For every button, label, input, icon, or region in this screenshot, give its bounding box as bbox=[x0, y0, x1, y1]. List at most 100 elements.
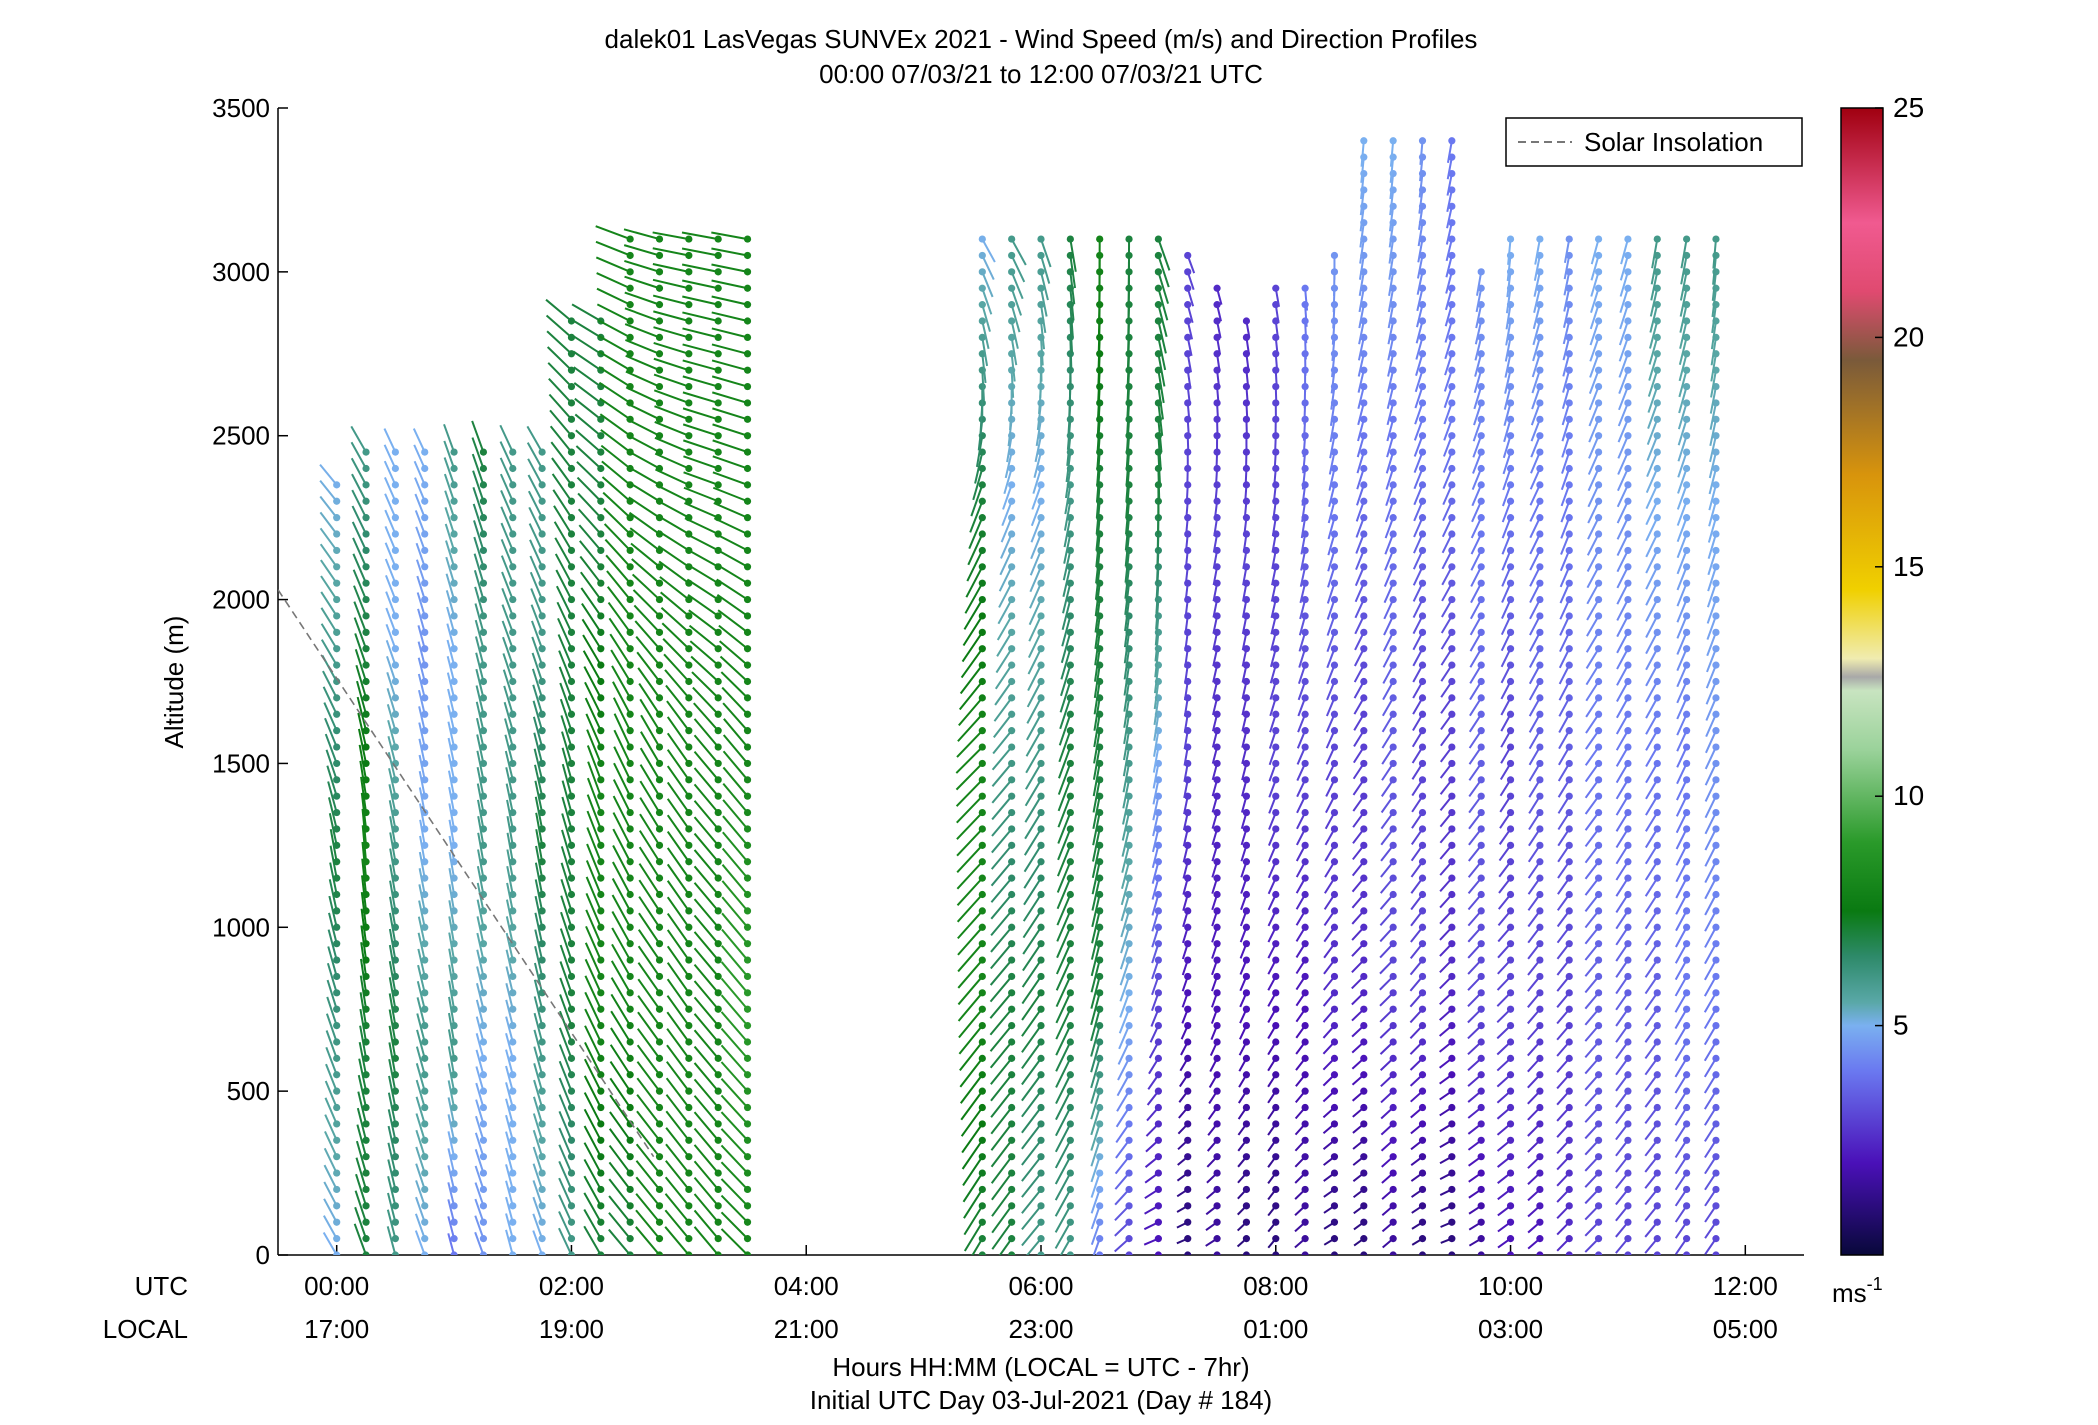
wind-barb-point bbox=[1653, 1005, 1661, 1013]
wind-barb-shaft bbox=[666, 1028, 690, 1059]
wind-barb-shaft bbox=[1616, 549, 1629, 573]
wind-barb-shaft bbox=[1644, 844, 1659, 865]
wind-barb-shaft bbox=[961, 1139, 984, 1170]
wind-barb-shaft bbox=[1676, 746, 1688, 768]
wind-barb-point bbox=[567, 1202, 576, 1210]
wind-barb-shaft bbox=[351, 505, 367, 535]
wind-barb-point bbox=[1506, 1005, 1515, 1013]
wind-barb-shaft bbox=[505, 899, 514, 928]
wind-barb-shaft bbox=[1026, 1237, 1042, 1255]
wind-barb-shaft bbox=[1054, 1139, 1072, 1169]
wind-barb-point bbox=[1389, 612, 1397, 620]
wind-barb-point bbox=[714, 874, 722, 882]
wind-barb-shaft bbox=[1021, 1205, 1042, 1231]
wind-barb-point bbox=[1125, 1103, 1133, 1112]
wind-barb-shaft bbox=[991, 1221, 1013, 1250]
wind-barb-point bbox=[391, 661, 399, 669]
wind-barb-point bbox=[1712, 710, 1720, 718]
wind-barb-shaft bbox=[990, 1057, 1013, 1085]
wind-barb-shaft bbox=[969, 500, 984, 533]
wind-barb-point bbox=[1213, 940, 1221, 948]
wind-barb-shaft bbox=[612, 861, 632, 895]
wind-barb-shaft bbox=[319, 479, 338, 502]
wind-barb-point bbox=[421, 645, 429, 653]
wind-barb-point bbox=[1653, 956, 1661, 964]
wind-barb-shaft bbox=[682, 423, 719, 437]
wind-barb-shaft bbox=[693, 980, 719, 1010]
wind-barb-point bbox=[597, 432, 605, 440]
wind-barb-point bbox=[1037, 727, 1045, 735]
wind-barb-point bbox=[978, 301, 986, 309]
wind-barb-point bbox=[1653, 464, 1661, 473]
wind-barb-point bbox=[714, 841, 722, 849]
wind-barb-shaft bbox=[1153, 664, 1160, 694]
wind-barb-point bbox=[1653, 989, 1661, 997]
wind-barb-point bbox=[1448, 956, 1456, 964]
wind-barb-point bbox=[743, 1218, 752, 1226]
wind-barb-point bbox=[479, 612, 488, 620]
wind-barb-shaft bbox=[384, 542, 397, 568]
wind-barb-point bbox=[1477, 645, 1485, 653]
wind-barb-point bbox=[1389, 1235, 1397, 1243]
wind-barb-point bbox=[1683, 366, 1691, 374]
wind-barb-point bbox=[1154, 940, 1162, 948]
wind-barb-shaft bbox=[1385, 451, 1395, 474]
wind-barb-shaft bbox=[991, 795, 1013, 821]
wind-barb-point bbox=[1184, 956, 1192, 964]
wind-barb-point bbox=[1683, 1136, 1691, 1144]
wind-barb-shaft bbox=[1215, 1254, 1218, 1255]
wind-barb-shaft bbox=[1586, 582, 1600, 605]
wind-barb-shaft bbox=[1529, 599, 1541, 620]
wind-barb-point bbox=[1477, 661, 1485, 669]
wind-barb-point bbox=[450, 546, 458, 555]
wind-barb-point bbox=[1037, 1071, 1045, 1079]
wind-barb-shaft bbox=[1040, 337, 1044, 366]
wind-barb-point bbox=[1536, 743, 1544, 751]
wind-barb-point bbox=[567, 743, 576, 751]
wind-barb-shaft bbox=[1359, 206, 1365, 232]
wind-barb-point bbox=[1242, 1218, 1251, 1226]
wind-barb-point bbox=[567, 1120, 576, 1128]
wind-barb-point bbox=[1272, 825, 1280, 833]
wind-barb-point bbox=[1008, 972, 1016, 981]
wind-barb-point bbox=[567, 1235, 576, 1243]
wind-barb-point bbox=[1477, 497, 1485, 505]
wind-barb-point bbox=[1506, 940, 1515, 948]
wind-barb-point bbox=[1330, 628, 1339, 636]
wind-barb-point bbox=[978, 841, 986, 849]
wind-barb-shaft bbox=[1093, 714, 1101, 748]
wind-barb-point bbox=[1448, 268, 1456, 276]
wind-barb-point bbox=[1272, 972, 1280, 981]
wind-barb-point bbox=[479, 563, 488, 571]
wind-barb-shaft bbox=[1586, 533, 1600, 556]
wind-barb-point bbox=[655, 612, 664, 620]
wind-barb-point bbox=[333, 1005, 341, 1013]
wind-barb-shaft bbox=[1560, 517, 1571, 539]
wind-barb-shaft bbox=[990, 1074, 1013, 1102]
wind-barb-point bbox=[1477, 677, 1485, 686]
wind-barb-shaft bbox=[665, 1127, 690, 1158]
wind-barb-point bbox=[714, 890, 722, 899]
wind-barb-point bbox=[685, 743, 693, 751]
wind-barb-shaft bbox=[956, 893, 984, 923]
wind-barb-point bbox=[450, 481, 458, 489]
wind-barb-shaft bbox=[1618, 337, 1629, 362]
wind-barb-point bbox=[1683, 399, 1691, 407]
wind-barb-shaft bbox=[1010, 320, 1019, 349]
wind-barb-point bbox=[479, 1022, 488, 1030]
wind-barb-point bbox=[509, 1054, 517, 1062]
wind-barb-point bbox=[1213, 956, 1221, 964]
wind-barb-shaft bbox=[1388, 222, 1395, 248]
wind-barb-point bbox=[1389, 972, 1397, 981]
wind-barb-shaft bbox=[721, 686, 749, 715]
wind-barb-shaft bbox=[353, 617, 367, 650]
wind-barb-point bbox=[743, 1005, 752, 1013]
wind-barb-point bbox=[1536, 923, 1544, 931]
wind-barb-shaft bbox=[653, 389, 690, 404]
wind-barb-shaft bbox=[608, 1212, 631, 1240]
wind-barb-point bbox=[1213, 1202, 1221, 1210]
wind-barb-point bbox=[1683, 1218, 1691, 1226]
wind-barb-point bbox=[685, 382, 693, 391]
wind-barb-point bbox=[1330, 1120, 1339, 1128]
wind-barb-shaft bbox=[1021, 1188, 1042, 1214]
